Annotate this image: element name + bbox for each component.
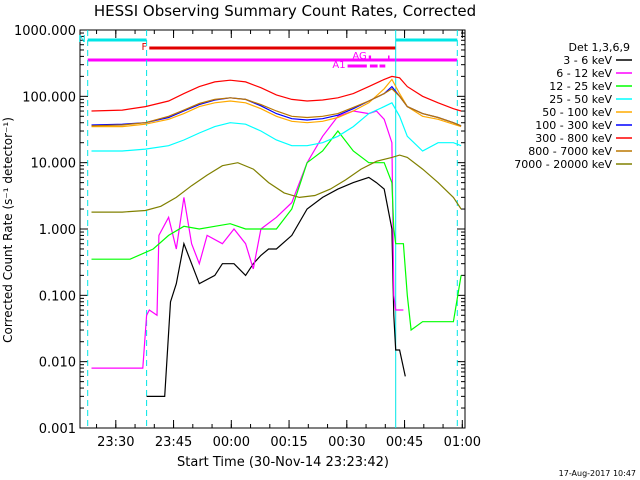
- chart-title: HESSI Observing Summary Count Rates, Cor…: [94, 2, 476, 20]
- y-axis: 1000.000 100.000 10.000 1.000 0.100 0.010 0.00…: [14, 24, 465, 437]
- legend-entry-label: 800 - 7000 keV: [528, 145, 612, 158]
- y-tick-label: 0.100: [39, 289, 76, 304]
- legend-entry-label: 7000 - 20000 keV: [514, 158, 612, 171]
- series-line-800-7000-kev: [91, 88, 462, 127]
- series-line-3-6-kev: [146, 176, 406, 397]
- y-tick-label: 1000.000: [14, 24, 76, 39]
- footer-date: 17-Aug-2017 10:47: [559, 469, 636, 478]
- series-lines: [91, 75, 462, 397]
- vertical-markers: [87, 30, 458, 428]
- legend-entry-label: 25 - 50 keV: [549, 93, 612, 106]
- legend-title: Det 1,3,6,9: [568, 41, 630, 54]
- y-tick-label: 0.001: [39, 422, 76, 437]
- x-tick-label: 23:30: [97, 435, 134, 450]
- series-line-6-12-kev: [91, 110, 404, 369]
- bar-label: A1: [332, 60, 345, 71]
- legend-entry-label: 12 - 25 keV: [549, 80, 612, 93]
- x-tick-label: 00:30: [328, 435, 365, 450]
- y-tick-label: 10.000: [31, 157, 77, 172]
- x-axis-label: Start Time (30-Nov-14 23:23:42): [177, 455, 389, 470]
- x-tick-label: 01:00: [444, 435, 481, 450]
- series-line-7000-20000-kev: [91, 154, 462, 213]
- observing-bars: N F AG A1: [78, 34, 458, 71]
- bar-label: AG: [352, 51, 366, 62]
- legend-entry-label: 100 - 300 keV: [535, 119, 612, 132]
- legend-entry-label: 3 - 6 keV: [563, 54, 612, 67]
- bar-label: F: [142, 42, 148, 53]
- legend-entry-label: 300 - 800 keV: [535, 132, 612, 145]
- legend-entry-label: 50 - 100 keV: [542, 106, 612, 119]
- y-tick-label: 1.000: [39, 223, 76, 238]
- legend-entry-label: 6 - 12 keV: [556, 67, 612, 80]
- series-line-300-800-kev: [91, 75, 462, 112]
- x-tick-label: 00:45: [386, 435, 423, 450]
- x-tick-label: 23:45: [155, 435, 192, 450]
- y-axis-label: Corrected Count Rate (s⁻¹ detector⁻¹): [1, 117, 15, 343]
- x-axis: 23:30 23:45 00:00 00:15 00:30 00:45 01:00: [96, 30, 481, 450]
- series-line-25-50-kev: [91, 102, 462, 152]
- bar-label: N: [78, 34, 85, 45]
- x-tick-label: 00:00: [213, 435, 250, 450]
- y-tick-label: 100.000: [22, 90, 76, 105]
- y-tick-label: 0.010: [39, 356, 76, 371]
- series-line-12-25-kev: [91, 130, 462, 332]
- x-tick-label: 00:15: [270, 435, 307, 450]
